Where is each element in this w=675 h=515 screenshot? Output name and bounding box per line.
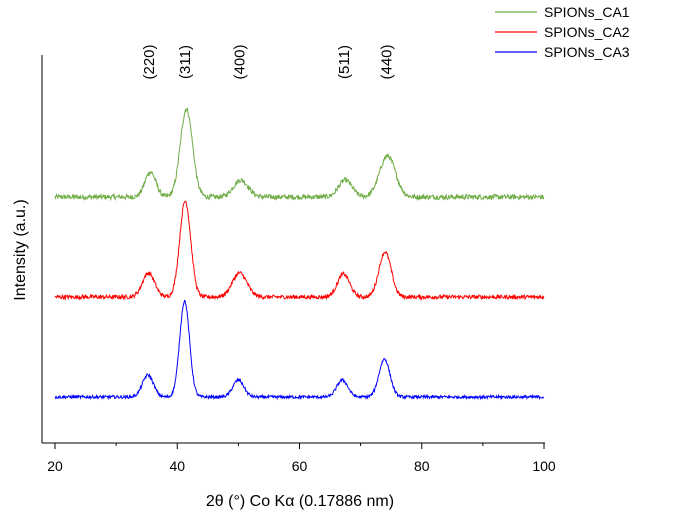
x-tick-label: 60 bbox=[292, 458, 308, 474]
x-tick-label: 40 bbox=[169, 458, 185, 474]
series-layer bbox=[54, 107, 545, 401]
x-tick-label: 80 bbox=[414, 458, 430, 474]
peak-labels: (220) (311) (400) (511) (440) bbox=[141, 44, 395, 79]
peak-label: (511) bbox=[336, 45, 353, 79]
peak-label: (311) bbox=[177, 45, 194, 79]
peak-label: (440) bbox=[378, 44, 395, 79]
x-tick-label: 20 bbox=[47, 458, 63, 474]
legend-label: SPIONs_CA1 bbox=[544, 4, 630, 20]
legend-label: SPIONs_CA3 bbox=[544, 44, 630, 60]
y-axis-label: Intensity (a.u.) bbox=[12, 199, 29, 300]
peak-label: (220) bbox=[141, 44, 158, 79]
axes bbox=[41, 55, 545, 444]
series-line-spions_ca2 bbox=[54, 200, 545, 301]
legend: SPIONs_CA1 SPIONs_CA2 SPIONs_CA3 bbox=[495, 4, 630, 60]
x-ticks: 20 40 60 80 100 bbox=[47, 443, 556, 474]
legend-label: SPIONs_CA2 bbox=[544, 24, 630, 40]
series-line-spions_ca1 bbox=[54, 107, 545, 202]
x-tick-label: 100 bbox=[532, 458, 556, 474]
series-line-spions_ca3 bbox=[54, 299, 545, 401]
x-axis-label: 2θ (°) Co Kα (0.17886 nm) bbox=[206, 493, 394, 510]
peak-label: (400) bbox=[232, 44, 249, 79]
